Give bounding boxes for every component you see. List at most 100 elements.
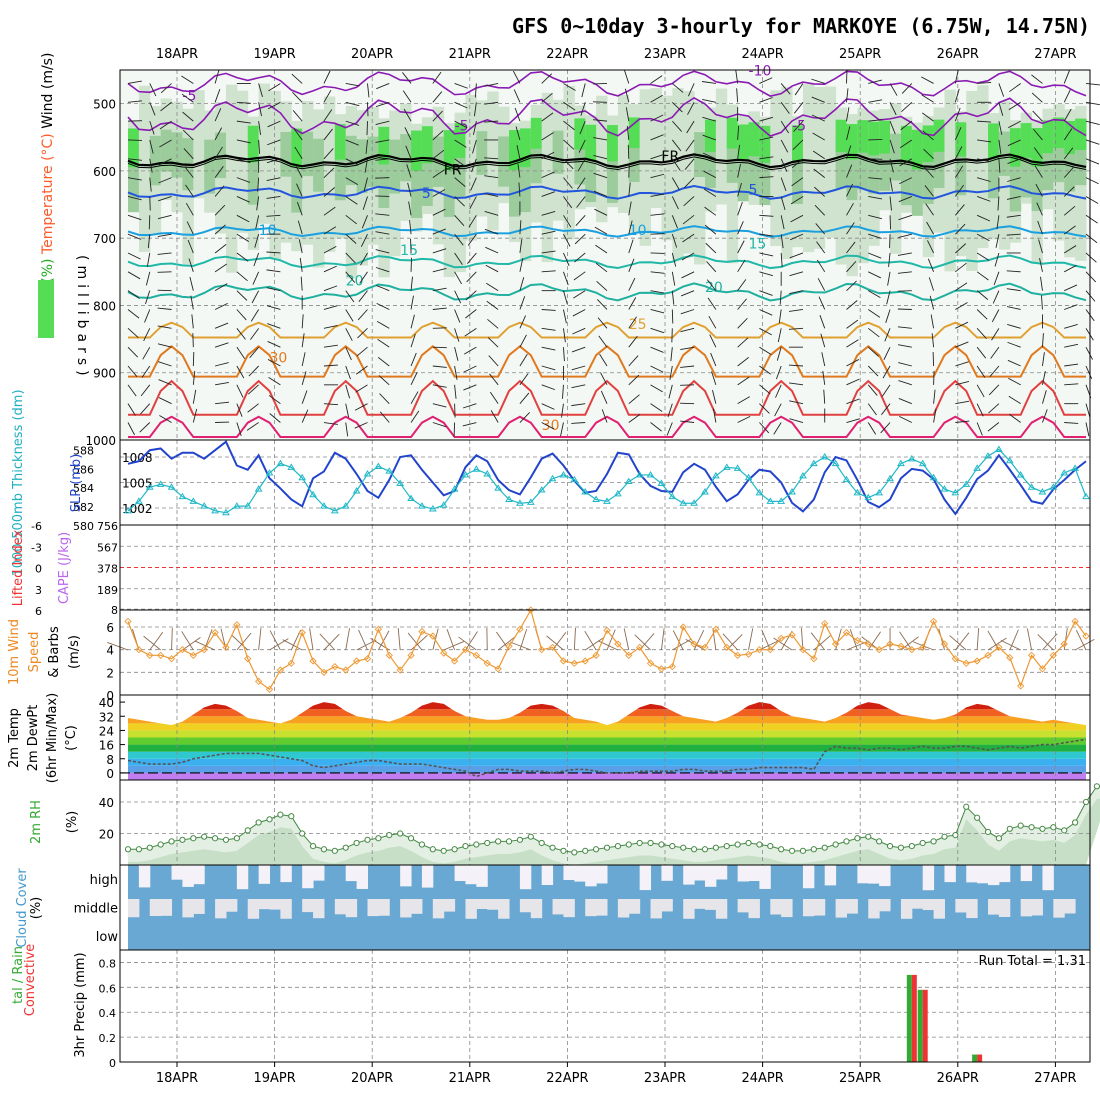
cloud-high-gap (596, 865, 608, 884)
thickness-marker (755, 488, 764, 496)
series-line-thickness (127, 448, 1087, 514)
wind-barb (821, 352, 826, 367)
wind-speed-marker (929, 617, 938, 625)
wind-barb (188, 258, 194, 272)
wind-barb (628, 239, 634, 254)
wind-barb (988, 384, 1000, 396)
wind-barb (301, 409, 309, 423)
wind-barb (510, 641, 531, 651)
wind-barb (127, 80, 142, 84)
cloud-middle-gap (770, 899, 782, 915)
wind-barb (922, 130, 934, 141)
wind-barb (454, 309, 461, 323)
wind-barb (454, 290, 462, 304)
wind-barb (402, 90, 412, 103)
thickness-marker (254, 485, 263, 492)
wind-barb (737, 182, 742, 197)
wind-speed-marker (744, 650, 753, 658)
wind-barb (432, 384, 447, 388)
wind-barb (650, 134, 664, 141)
wind-barb (1006, 214, 1021, 218)
wind-barb (955, 302, 968, 310)
wind-barb (759, 252, 774, 257)
rh-band-mid (890, 133, 902, 181)
rh-marker (843, 838, 850, 845)
wind-speed-marker (407, 651, 415, 659)
axis-label: 2m Temp (7, 708, 22, 768)
rh-band-mid (1075, 135, 1087, 186)
wind-barb (1064, 284, 1078, 292)
wind-barb (998, 139, 1002, 154)
rh-marker (309, 843, 317, 850)
y-tick-label: 1000 (85, 434, 116, 448)
axis-label: 3hr Precip (mm) (73, 952, 88, 1057)
wind-barb (846, 222, 855, 235)
wind-barb (598, 335, 608, 348)
wind-barb (345, 290, 355, 303)
y-tick-label-right: 189 (97, 584, 118, 597)
wind-barb (512, 70, 521, 84)
rh-marker (778, 846, 785, 853)
wind-barb (1085, 252, 1097, 263)
y-tick-label: 0.4 (99, 1007, 117, 1020)
rh-band-mid (748, 140, 760, 196)
wind-barb (709, 334, 717, 348)
wind-speed-marker (124, 617, 132, 625)
wind-barb (1008, 395, 1021, 405)
y-tick-label: 8 (106, 753, 114, 767)
wind-barb (147, 234, 151, 249)
wind-barb (484, 157, 499, 160)
wind-barb (519, 296, 526, 310)
wind-barb (467, 252, 477, 264)
wind-barb (489, 391, 499, 404)
wind-barb (236, 328, 246, 340)
contour-label: -5 (182, 88, 196, 104)
wind-barb (345, 177, 359, 186)
wind-barb (868, 99, 883, 103)
y-tick-label: 40 (99, 696, 114, 710)
wind-barb (1034, 165, 1043, 178)
rh-marker (636, 839, 643, 847)
rh-marker (386, 831, 393, 839)
wind-barb (157, 252, 172, 255)
cloud-middle-gap (465, 899, 477, 919)
thickness-marker (472, 465, 481, 472)
wind-barb (410, 314, 415, 329)
wind-barb (885, 309, 891, 323)
axis-label: (°C) (64, 725, 79, 751)
wind-barb (889, 196, 892, 211)
wind-barb (886, 290, 891, 305)
wind-barb (410, 634, 428, 651)
wind-barb (463, 384, 477, 391)
wind-barb (868, 271, 882, 279)
rh-marker (658, 841, 665, 848)
wind-speed-marker (821, 619, 829, 628)
wind-barb (462, 422, 477, 427)
rh-band-high (900, 125, 913, 163)
wind-barb (236, 346, 246, 360)
wind-barb (376, 302, 390, 310)
wind-speed-marker (1038, 665, 1047, 673)
wind-barb (1007, 177, 1021, 182)
wind-barb (687, 102, 695, 115)
rh-band-mid (846, 142, 858, 201)
rh-marker (984, 828, 992, 836)
cloud-high-gap (944, 865, 956, 883)
rh-band-high (868, 121, 880, 156)
wind-barb (432, 287, 447, 292)
wind-barb (737, 144, 741, 159)
rh-band-mid (628, 134, 641, 183)
wind-barb (345, 628, 350, 651)
thickness-marker (352, 487, 361, 494)
rh-band-mid (737, 143, 750, 202)
axis-label: (%) (65, 811, 80, 834)
wind-barb (145, 290, 151, 305)
axis-label-part: Convective (23, 944, 38, 1017)
rh-band-mid (313, 138, 325, 192)
rh-band-mid (389, 139, 401, 194)
thickness-marker (178, 492, 187, 500)
wind-barb (323, 70, 331, 84)
wind-barb (323, 324, 338, 329)
wind-barb (473, 102, 477, 117)
wind-speed-marker (1006, 653, 1014, 662)
